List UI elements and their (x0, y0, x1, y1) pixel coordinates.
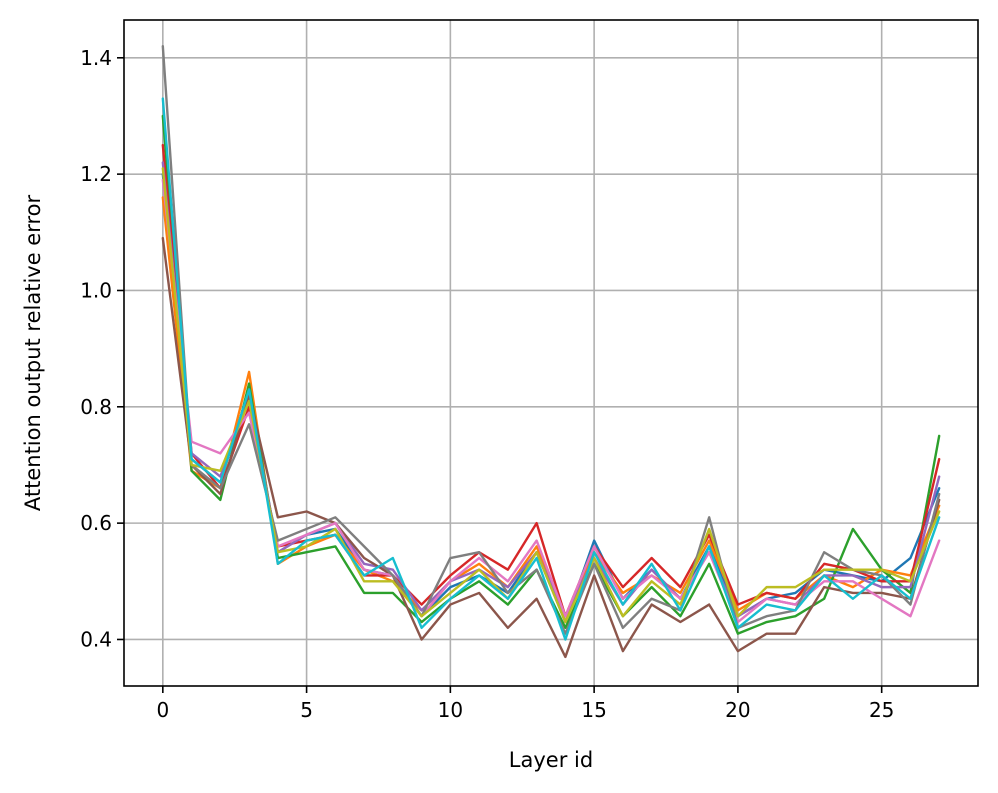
y-tick-label: 1.0 (80, 278, 112, 302)
x-tick-label: 10 (438, 698, 463, 722)
x-tick-label: 25 (869, 698, 894, 722)
y-tick-label: 1.2 (80, 162, 112, 186)
ticks: 0 5 10 15 20 25 0.4 0.6 0.8 1.0 1.2 1.4 (80, 46, 894, 722)
y-axis-label: Attention output relative error (21, 195, 45, 512)
y-tick-label: 0.4 (80, 627, 112, 651)
series-line-9 (161, 167, 941, 624)
series-line-10 (161, 97, 941, 641)
y-tick-label: 0.6 (80, 511, 112, 535)
grid (124, 20, 978, 686)
x-axis-label: Layer id (509, 748, 593, 772)
series-layer (161, 44, 941, 659)
x-tick-label: 5 (300, 698, 313, 722)
x-tick-label: 15 (581, 698, 606, 722)
x-tick-label: 20 (725, 698, 750, 722)
y-tick-label: 1.4 (80, 46, 112, 70)
plot-frame (123, 19, 979, 687)
y-tick-label: 0.8 (80, 395, 112, 419)
x-tick-label: 0 (156, 698, 169, 722)
series-line-6 (161, 236, 941, 659)
